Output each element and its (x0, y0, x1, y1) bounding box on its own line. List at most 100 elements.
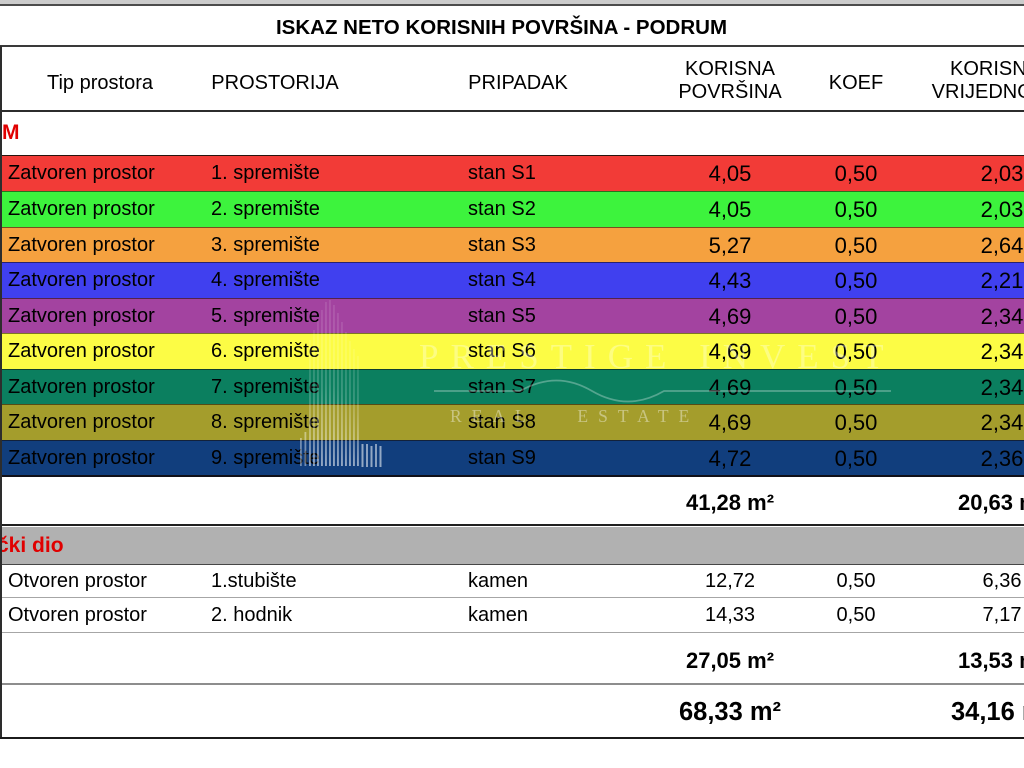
cell-value: 6,36 (982, 570, 1022, 592)
left-edge-rule (0, 46, 2, 737)
cell-value: 2,21 (980, 268, 1024, 294)
column-header-korisna-povrsina: KORISNA POVRŠINA (650, 58, 810, 105)
section-band: čki dio (0, 526, 1024, 565)
column-header-korisna-povrsina-line1: KORISNA (684, 57, 776, 80)
cell-belonging: stan S1 (468, 161, 536, 184)
column-header-korisna-povrsina-line2: POVRŠINA (678, 81, 782, 103)
column-header-prostorija: PROSTORIJA (211, 72, 339, 94)
cell-value: 2,36 (980, 445, 1024, 471)
subtotal2-rule (0, 683, 1024, 685)
cell-type: Zatvoren prostor (8, 161, 155, 184)
subtotal1-value: 20,63 m² (957, 489, 1024, 515)
cell-belonging: stan S5 (468, 304, 536, 327)
cell-belonging: stan S7 (468, 375, 536, 398)
cell-value: 2,03 (980, 197, 1024, 223)
cell-room: 3. spremište (211, 233, 320, 256)
subtotal2-value: 13,53 m² (957, 648, 1024, 673)
cell-room: 6. spremište (211, 340, 320, 363)
cell-room: 4. spremište (211, 269, 320, 292)
column-header-korisna-vrijednost-line2: VRIJEDNOST (931, 81, 1024, 103)
cell-type: Zatvoren prostor (8, 198, 155, 221)
table-row: Zatvoren prostor 9. spremište stan S9 4,… (0, 439, 1024, 476)
cell-value: 2,64 (980, 232, 1024, 258)
column-header-korisna-vrijednost-line1: KORISNA (949, 57, 1024, 80)
cell-value: 2,34 (980, 410, 1024, 436)
cell-room: 5. spremište (211, 304, 320, 327)
cell-belonging: kamen (468, 603, 529, 626)
title-rule (0, 45, 1024, 47)
header-rule (0, 110, 1024, 112)
cell-type: Zatvoren prostor (8, 446, 155, 469)
cell-value: 2,34 (980, 374, 1024, 400)
cell-type: Otvoren prostor (8, 603, 147, 626)
table-row: Zatvoren prostor 8. spremište stan S8 4,… (0, 404, 1024, 440)
cell-room: 9. spremište (211, 446, 320, 469)
cell-koef: 0,50 (834, 160, 878, 186)
grand-total-value: 34,16 m² (950, 697, 1024, 726)
cell-value: 2,34 (980, 339, 1024, 365)
cell-room: 2. spremište (211, 198, 320, 221)
cell-type: Zatvoren prostor (8, 233, 155, 256)
column-header-korisna-vrijednost: KORISNA VRIJEDNOST (895, 58, 1024, 105)
table-row: Zatvoren prostor 3. spremište stan S3 5,… (0, 226, 1024, 263)
gray-band-top-rule (0, 523, 1024, 526)
cell-area: 4,05 (708, 160, 752, 186)
cell-area: 4,69 (708, 339, 752, 365)
cell-value: 2,34 (980, 303, 1024, 329)
cell-value: 7,17 (982, 603, 1022, 626)
column-header-pripadak: PRIPADAK (468, 72, 568, 94)
cell-koef: 0,50 (834, 374, 878, 400)
cell-koef: 0,50 (834, 410, 878, 436)
cell-type: Zatvoren prostor (8, 269, 155, 292)
cell-room: 8. spremište (211, 411, 320, 434)
cell-koef: 0,50 (836, 603, 876, 626)
cell-area: 12,72 (704, 570, 756, 592)
top-gray-bar (0, 0, 1024, 4)
cell-belonging: stan S6 (468, 340, 536, 363)
cell-room: 1. spremište (211, 161, 320, 184)
cell-area: 4,69 (708, 410, 752, 436)
cell-room: 7. spremište (211, 375, 320, 398)
cell-belonging: stan S8 (468, 411, 536, 434)
table-row: Zatvoren prostor 7. spremište stan S7 4,… (0, 368, 1024, 405)
table-row: Zatvoren prostor 6. spremište stan S6 4,… (0, 333, 1024, 369)
cell-koef: 0,50 (834, 445, 878, 471)
rows-top-rule (0, 154, 1024, 157)
section-label-podrum: M (2, 121, 20, 144)
cell-koef: 0,50 (836, 570, 876, 592)
cell-belonging: stan S9 (468, 446, 536, 469)
table-row: Otvoren prostor 1.stubište kamen 12,72 0… (0, 566, 1024, 598)
colored-rows-group: Zatvoren prostor 1. spremište stan S1 4,… (0, 155, 1024, 476)
cell-type: Zatvoren prostor (8, 411, 155, 434)
cell-koef: 0,50 (834, 303, 878, 329)
cell-area: 4,05 (708, 197, 752, 223)
cell-type: Zatvoren prostor (8, 304, 155, 327)
table-row: Zatvoren prostor 1. spremište stan S1 4,… (0, 155, 1024, 192)
cell-belonging: kamen (468, 570, 529, 592)
rows-bottom-rule (0, 474, 1024, 477)
grand-total-area: 68,33 m² (678, 697, 782, 726)
cell-koef: 0,50 (834, 268, 878, 294)
cell-area: 4,43 (708, 268, 752, 294)
page-title: ISKAZ NETO KORISNIH POVRŠINA - PODRUM (275, 16, 728, 39)
subtotal2-area: 27,05 m² (685, 648, 775, 673)
cell-area: 4,69 (708, 303, 752, 329)
table-row: Zatvoren prostor 5. spremište stan S5 4,… (0, 297, 1024, 334)
cell-type: Zatvoren prostor (8, 375, 155, 398)
cell-belonging: stan S3 (468, 233, 536, 256)
cell-room: 1.stubište (211, 570, 297, 592)
cell-belonging: stan S2 (468, 198, 536, 221)
cell-area: 5,27 (708, 232, 752, 258)
cell-value: 2,03 (980, 160, 1024, 186)
cell-room: 2. hodnik (211, 603, 293, 626)
cell-koef: 0,50 (834, 232, 878, 258)
cell-type: Zatvoren prostor (8, 340, 155, 363)
cell-area: 4,72 (708, 445, 752, 471)
column-header-koef: KOEF (828, 72, 884, 94)
top-rule (0, 4, 1024, 6)
cell-belonging: stan S4 (468, 269, 536, 292)
table-row: Zatvoren prostor 2. spremište stan S2 4,… (0, 191, 1024, 227)
section-label-zajednicki-dio: čki dio (0, 533, 64, 557)
table-row: Zatvoren prostor 4. spremište stan S4 4,… (0, 262, 1024, 298)
